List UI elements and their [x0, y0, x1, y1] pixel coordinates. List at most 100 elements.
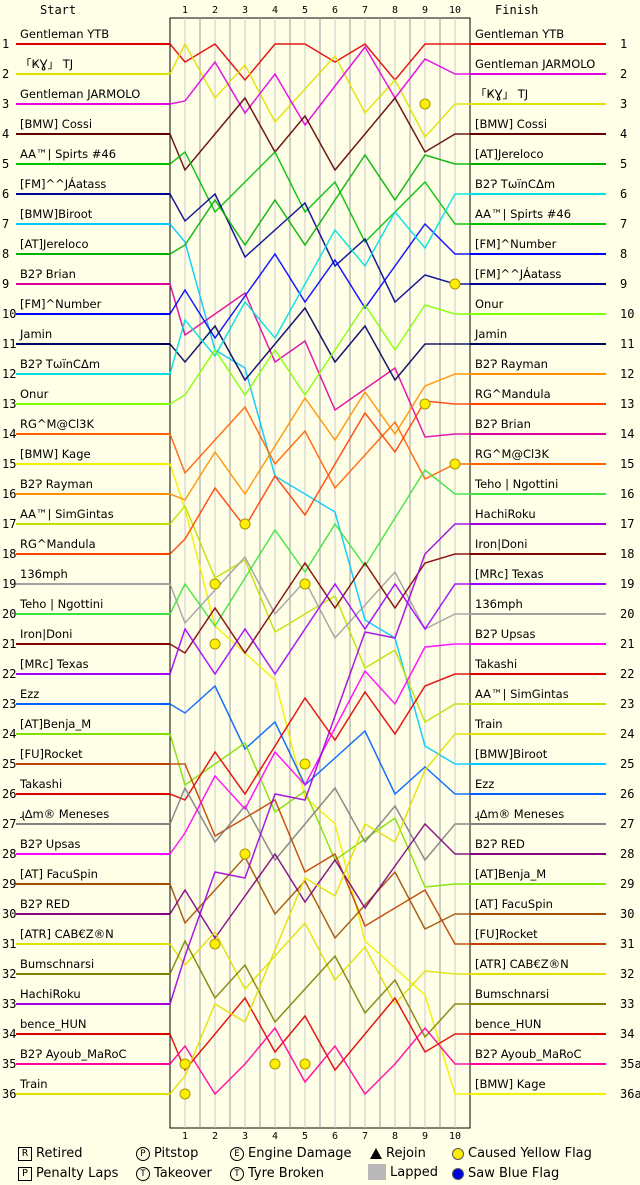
start-position: 5	[2, 157, 9, 171]
driver-trace	[169, 673, 470, 801]
finish-driver-label: RG^M@Cl3K	[475, 447, 550, 461]
finish-driver-label: Takashi	[474, 657, 517, 671]
finish-position: 19	[620, 577, 634, 591]
finish-driver-label: [BMW] Cossi	[475, 117, 547, 131]
yellow-flag-marker	[449, 278, 461, 290]
start-position: 21	[2, 637, 16, 651]
finish-driver-label: [AT]Jereloco	[475, 147, 544, 161]
start-position: 24	[2, 727, 16, 741]
finish-position: 35a	[620, 1057, 640, 1071]
driver-trace	[169, 733, 470, 1095]
finish-position: 22	[620, 667, 634, 681]
start-driver-label: [ATR] CAB€Z®N	[20, 927, 114, 941]
start-position: 28	[2, 847, 16, 861]
start-driver-label: bence_HUN	[20, 1017, 86, 1031]
driver-trace	[169, 283, 470, 438]
finish-driver-label: RG^Mandula	[475, 387, 551, 401]
lap-label-bottom: 1	[182, 1131, 188, 1142]
engine-damage-icon: E	[230, 1146, 244, 1161]
lap-label-bottom: 6	[332, 1131, 338, 1142]
finish-position: 36a	[620, 1087, 640, 1101]
finish-driver-label: AA™| Spirts #46	[475, 207, 571, 221]
takeover-icon: T	[136, 1166, 150, 1181]
start-driver-label: [FM]^^JÁatass	[20, 176, 106, 191]
lap-label-bottom: 2	[212, 1131, 218, 1142]
finish-driver-label: Teho | Ngottini	[474, 477, 558, 491]
start-header: Start	[40, 3, 76, 17]
driver-trace	[169, 684, 470, 796]
start-driver-label: [FU]Rocket	[20, 747, 83, 761]
driver-trace	[169, 504, 470, 724]
finish-driver-label: B2Ɂ Ayoub_MaRoC	[475, 1047, 582, 1061]
driver-trace	[169, 96, 470, 172]
finish-position: 4	[620, 127, 627, 141]
driver-trace	[169, 996, 470, 1072]
finish-driver-label: B2Ɂ Upsas	[475, 627, 536, 641]
start-driver-label: Onur	[20, 387, 49, 401]
start-position: 33	[2, 997, 16, 1011]
legend-lapped-label: Lapped	[390, 1164, 438, 1180]
driver-trace	[169, 921, 470, 1006]
yellow-flag-marker	[179, 1058, 191, 1070]
start-position: 27	[2, 817, 16, 831]
legend-pitstop: P Pitstop	[136, 1146, 198, 1161]
driver-trace	[170, 763, 470, 945]
legend-engine: E Engine Damage	[230, 1146, 352, 1161]
driver-trace	[169, 822, 470, 940]
driver-trace	[169, 193, 470, 375]
driver-trace	[169, 43, 470, 82]
yellow-flag-marker	[209, 578, 221, 590]
finish-driver-label: [MRc] Texas	[475, 567, 544, 581]
legend-lapped: Lapped	[368, 1164, 438, 1180]
start-position: 9	[2, 277, 9, 291]
finish-position: 26	[620, 787, 634, 801]
start-position: 26	[2, 787, 16, 801]
driver-trace	[169, 150, 470, 244]
start-position: 17	[2, 517, 16, 531]
lap-label-bottom: 8	[392, 1131, 398, 1142]
finish-position: 27	[620, 817, 634, 831]
finish-driver-label: 136mph	[475, 597, 523, 611]
yellow-flag-marker	[269, 1058, 281, 1070]
finish-driver-label: Train	[474, 717, 503, 731]
legend-rejoin-label: Rejoin	[386, 1146, 426, 1161]
legend-penalty-label: Penalty Laps	[36, 1166, 119, 1181]
driver-trace	[169, 42, 470, 139]
blue-flag-icon	[452, 1167, 464, 1180]
lap-label-bottom: 5	[302, 1131, 308, 1142]
finish-position: 30	[620, 907, 634, 921]
finish-driver-label: [FU]Rocket	[475, 927, 538, 941]
start-driver-label: Teho | Ngottini	[19, 597, 103, 611]
start-driver-label: 「ҜƔ」 TJ	[20, 57, 73, 71]
start-position: 13	[2, 397, 16, 411]
finish-position: 24	[620, 727, 634, 741]
driver-trace	[169, 405, 470, 490]
retired-icon: R	[18, 1146, 32, 1161]
finish-driver-label: HachiRoku	[475, 507, 536, 521]
finish-position: 14	[620, 427, 634, 441]
start-driver-label: AA™| SimGintas	[20, 507, 114, 521]
start-position: 34	[2, 1027, 16, 1041]
finish-driver-label: B2Ɂ RED	[475, 837, 525, 851]
start-position: 14	[2, 427, 16, 441]
lap-label-top: 4	[272, 5, 278, 16]
legend-tyre-label: Tyre Broken	[248, 1166, 325, 1181]
lap-label-bottom: 10	[449, 1131, 461, 1142]
yellow-flag-icon	[452, 1147, 464, 1160]
finish-driver-label: 「ҜƔ」 TJ	[475, 87, 528, 101]
start-driver-label: [MRc] Texas	[20, 657, 89, 671]
start-driver-label: Takashi	[19, 777, 62, 791]
start-position: 30	[2, 907, 16, 921]
finish-position: 29	[620, 877, 634, 891]
driver-trace	[169, 523, 470, 1005]
yellow-flag-marker	[209, 638, 221, 650]
start-position: 23	[2, 697, 16, 711]
start-driver-label: [FM]^Number	[20, 297, 102, 311]
driver-trace	[169, 1026, 470, 1096]
start-driver-label: AA™| Spirts #46	[20, 147, 116, 161]
lap-label-top: 5	[302, 5, 308, 16]
finish-driver-label: Ezz	[475, 777, 494, 791]
finish-position: 3	[620, 97, 627, 111]
yellow-flag-marker	[299, 758, 311, 770]
start-position: 8	[2, 247, 9, 261]
